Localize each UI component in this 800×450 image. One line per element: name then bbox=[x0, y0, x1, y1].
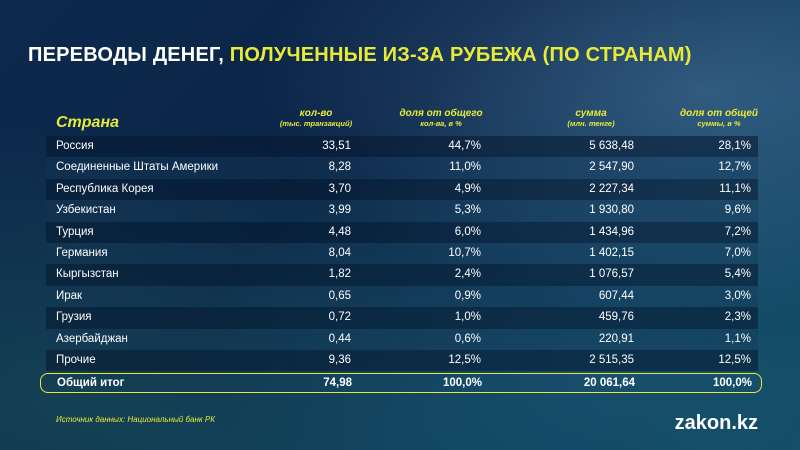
row-sum: 5 638,48 bbox=[589, 140, 634, 152]
header-count-main: кол-во bbox=[299, 108, 333, 119]
header-sum-sub: (млн. тенге) bbox=[567, 119, 615, 128]
table-row: Россия 33,51 44,7% 5 638,48 28,1% bbox=[46, 136, 758, 158]
row-count-share: 1,0% bbox=[454, 311, 481, 324]
table-row: Азербайджан 0,44 0,6% 220,91 1,1% bbox=[46, 328, 758, 350]
row-sum: 220,91 bbox=[598, 332, 634, 345]
row-sum-share: 12,5% bbox=[718, 353, 751, 366]
row-sum-share: 28,1% bbox=[718, 140, 751, 152]
row-sum-share: 7,0% bbox=[724, 246, 751, 259]
row-sum-share: 1,1% bbox=[724, 332, 751, 345]
row-count: 4,48 bbox=[328, 225, 351, 238]
table-body: Россия 33,51 44,7% 5 638,48 28,1% Соединенные… bbox=[46, 136, 758, 372]
row-count: 1,82 bbox=[328, 268, 351, 281]
row-sum: 2 515,35 bbox=[589, 353, 634, 366]
row-count-share: 5,3% bbox=[454, 204, 481, 217]
header-count-share-main: доля от общего bbox=[399, 108, 483, 119]
table-row: Узбекистан 3,99 5,3% 1 930,80 9,6% bbox=[46, 200, 758, 222]
row-sum: 1 076,57 bbox=[589, 268, 634, 281]
row-country: Узбекистан bbox=[56, 204, 116, 217]
table-row: Ирак 0,65 0,9% 607,44 3,0% bbox=[46, 285, 758, 308]
row-count-share: 2,4% bbox=[454, 268, 481, 281]
row-country: Грузия bbox=[56, 311, 92, 324]
header-count-sub: (тыс. транзакций) bbox=[279, 119, 353, 128]
page-title: ПЕРЕВОДЫ ДЕНЕГ, ПОЛУЧЕННЫЕ ИЗ-ЗА РУБЕЖА … bbox=[28, 44, 788, 67]
source-note: Источник данных: Национальный банк РК bbox=[56, 415, 215, 424]
row-count: 9,36 bbox=[328, 353, 351, 366]
row-country: Германия bbox=[56, 246, 108, 259]
table-row: Республика Корея 3,70 4,9% 2 227,34 11,1% bbox=[46, 178, 758, 201]
header-country: Страна bbox=[56, 114, 120, 131]
row-count-share: 6,0% bbox=[454, 225, 481, 238]
row-sum-share: 5,4% bbox=[724, 268, 751, 281]
row-count: 3,70 bbox=[328, 182, 351, 195]
row-sum: 1 434,96 bbox=[589, 225, 634, 238]
row-sum-share: 2,3% bbox=[724, 311, 751, 324]
total-count: 74,98 bbox=[323, 377, 352, 390]
row-country: Турция bbox=[56, 225, 94, 238]
row-count: 8,04 bbox=[328, 246, 351, 259]
table-header: Страна кол-во (тыс. транзакций) доля от … bbox=[46, 108, 758, 136]
row-sum-share: 12,7% bbox=[718, 161, 751, 174]
row-sum: 607,44 bbox=[598, 289, 634, 302]
row-sum-share: 9,6% bbox=[724, 204, 751, 217]
total-sum-share: 100,0% bbox=[712, 377, 752, 390]
table-row: Прочие 9,36 12,5% 2 515,35 12,5% bbox=[46, 349, 758, 372]
total-sum: 20 061,64 bbox=[583, 377, 635, 390]
row-count: 0,65 bbox=[328, 289, 351, 302]
data-table: Страна кол-во (тыс. транзакций) доля от … bbox=[40, 108, 762, 394]
table-row: Турция 4,48 6,0% 1 434,96 7,2% bbox=[46, 221, 758, 243]
title-part-1: ПЕРЕВОДЫ ДЕНЕГ, bbox=[28, 44, 225, 66]
table-row: Германия 8,04 10,7% 1 402,15 7,0% bbox=[46, 242, 758, 265]
row-country: Ирак bbox=[56, 289, 83, 302]
table-row: Соединенные Штаты Америки 8,28 11,0% 2 547,… bbox=[46, 157, 758, 179]
row-sum-share: 11,1% bbox=[719, 182, 751, 195]
table-row: Грузия 0,72 1,0% 459,76 2,3% bbox=[46, 307, 758, 329]
row-count: 33,51 bbox=[322, 140, 351, 152]
row-country: Соединенные Штаты Америки bbox=[56, 161, 219, 174]
header-sum-main: сумма bbox=[575, 108, 607, 119]
row-country: Россия bbox=[56, 140, 94, 152]
row-sum: 1 930,80 bbox=[589, 204, 634, 217]
total-count-share: 100,0% bbox=[442, 377, 482, 390]
row-sum: 2 547,90 bbox=[589, 161, 634, 174]
row-count-share: 10,7% bbox=[448, 246, 481, 259]
header-sum-share: доля от общей суммы, в % bbox=[664, 108, 774, 128]
row-count: 0,72 bbox=[328, 311, 351, 324]
row-count: 3,99 bbox=[328, 204, 351, 217]
total-label: Общий итог bbox=[57, 377, 125, 390]
row-country: Азербайджан bbox=[56, 332, 128, 345]
header-count-share: доля от общего кол-ва, в % bbox=[386, 108, 496, 128]
header-sum-share-main: доля от общей bbox=[679, 108, 759, 119]
row-count-share: 44,7% bbox=[448, 140, 481, 152]
row-country: Кыргызстан bbox=[56, 268, 119, 281]
row-country: Прочие bbox=[56, 353, 96, 366]
row-count: 8,28 bbox=[328, 161, 351, 174]
header-count-share-sub: кол-ва, в % bbox=[420, 119, 462, 128]
row-count-share: 11,0% bbox=[449, 161, 481, 174]
row-count-share: 4,9% bbox=[454, 182, 481, 195]
row-count-share: 12,5% bbox=[448, 353, 481, 366]
row-sum: 1 402,15 bbox=[589, 246, 634, 259]
row-sum: 459,76 bbox=[598, 311, 634, 324]
header-sum-share-sub: суммы, в % bbox=[697, 119, 741, 128]
row-count-share: 0,6% bbox=[454, 332, 481, 345]
table-row: Кыргызстан 1,82 2,4% 1 076,57 5,4% bbox=[46, 264, 758, 286]
row-country: Республика Корея bbox=[56, 182, 154, 195]
row-sum-share: 7,2% bbox=[724, 225, 751, 238]
header-count: кол-во (тыс. транзакций) bbox=[261, 108, 371, 128]
row-sum: 2 227,34 bbox=[589, 182, 634, 195]
row-sum-share: 3,0% bbox=[724, 289, 751, 302]
logo: zakon.kz bbox=[674, 412, 758, 434]
row-count: 0,44 bbox=[328, 332, 351, 345]
row-count-share: 0,9% bbox=[454, 289, 481, 302]
header-sum: сумма (млн. тенге) bbox=[536, 108, 646, 128]
title-part-2: ПОЛУЧЕННЫЕ ИЗ-ЗА РУБЕЖА (ПО СТРАНАМ) bbox=[229, 44, 692, 66]
total-row: Общий итог 74,98 100,0% 20 061,64 100,0% bbox=[40, 373, 762, 394]
